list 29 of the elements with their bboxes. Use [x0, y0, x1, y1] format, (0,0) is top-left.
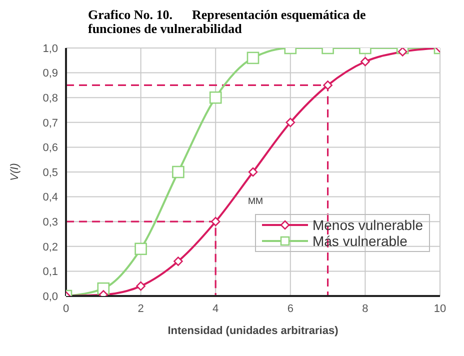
x-axis-title: Intensidad (unidades arbitrarias): [168, 325, 339, 337]
chart-title: Grafico No. 10. Representación esquemática de funciones de vulnerabilidad: [87, 7, 367, 36]
y-tick-label: 0,2: [42, 241, 58, 254]
annotation: MM: [248, 196, 263, 206]
y-tick-label: 0,3: [42, 216, 58, 229]
y-tick-label: 0,5: [42, 166, 58, 179]
legend-label: Menos vulnerable: [312, 217, 423, 233]
y-tick-label: 0,7: [42, 117, 58, 130]
x-tick-label: 8: [362, 302, 368, 315]
y-tick-label: 0,0: [42, 290, 58, 303]
y-tick-label: 0,8: [42, 92, 58, 105]
x-tick-label: 4: [212, 302, 219, 315]
x-tick-label: 0: [62, 302, 70, 315]
y-tick-label: 0,1: [42, 266, 58, 278]
x-tick-label: 10: [434, 302, 446, 315]
y-tick-label: 0,9: [42, 68, 58, 80]
x-tick-label: 6: [287, 302, 294, 315]
point: [174, 256, 183, 266]
point: [134, 242, 147, 256]
y-tick-label: 0,4: [42, 192, 58, 204]
y-tick-label: 0,6: [42, 142, 58, 154]
y-tick-label: 1,0: [42, 42, 58, 55]
x-tick-label: 2: [138, 302, 144, 315]
y-axis-title: V(I): [8, 162, 21, 181]
legend-label: Más vulnerable: [312, 233, 408, 249]
point: [172, 166, 184, 178]
point: [210, 216, 220, 226]
point: [136, 281, 146, 291]
point: [248, 167, 258, 177]
